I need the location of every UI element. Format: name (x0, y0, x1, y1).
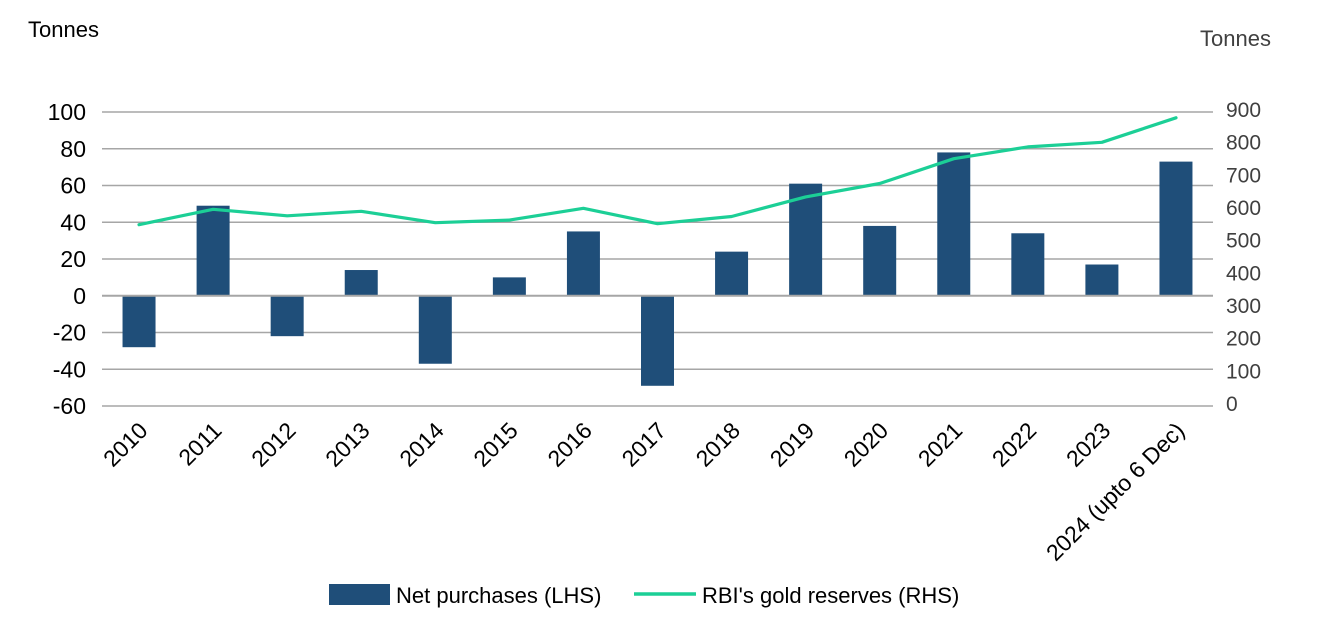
bar (1085, 264, 1119, 296)
left-tick-label: -60 (53, 393, 86, 419)
category-label: 2024 (upto 6 Dec) (1041, 417, 1190, 566)
legend-bar-label: Net purchases (LHS) (396, 583, 601, 608)
category-label: 2011 (173, 417, 226, 470)
bar (344, 270, 378, 296)
category-label: 2014 (394, 417, 449, 472)
right-tick-label: 200 (1226, 328, 1261, 351)
category-label: 2023 (1061, 417, 1116, 472)
category-labels: 2010 2011 2012 2013 2014 2015 2016 2017 2018 2019… (98, 417, 1190, 566)
left-tick-label: 20 (60, 246, 86, 272)
bar (641, 295, 674, 386)
bar (789, 183, 823, 296)
bar (715, 251, 749, 296)
right-tick-label: 700 (1226, 164, 1261, 187)
line-series (137, 116, 1178, 227)
category-label: 2012 (246, 417, 301, 472)
category-label: 2018 (691, 417, 746, 472)
bar-series (122, 152, 1193, 386)
bar (566, 231, 600, 296)
category-label: 2020 (839, 417, 894, 472)
left-axis-ticks: 100 80 60 40 20 0 -20 -40 -60 (48, 99, 86, 419)
bar (1159, 161, 1193, 296)
category-label: 2015 (468, 417, 523, 472)
right-tick-label: 300 (1226, 295, 1261, 318)
right-axis-ticks: 900 800 700 600 500 400 300 200 100 0 (1226, 99, 1261, 416)
right-axis-unit: Tonnes (1200, 26, 1271, 51)
right-tick-label: 500 (1226, 230, 1261, 253)
bar (937, 152, 971, 296)
right-tick-label: 400 (1226, 262, 1261, 285)
left-tick-label: -20 (53, 320, 86, 346)
category-label: 2016 (542, 417, 597, 472)
left-tick-label: 60 (60, 173, 86, 199)
right-tick-label: 100 (1226, 360, 1261, 383)
right-tick-label: 0 (1226, 393, 1238, 416)
bar (492, 277, 526, 296)
bar (196, 205, 230, 296)
right-tick-label: 600 (1226, 197, 1261, 220)
category-label: 2013 (320, 417, 375, 472)
left-tick-label: 40 (60, 209, 86, 235)
bar (122, 295, 156, 348)
bar (863, 225, 897, 296)
left-tick-label: 100 (48, 99, 86, 125)
bar (418, 295, 452, 364)
legend-line-label: RBI's gold reserves (RHS) (702, 583, 959, 608)
category-label: 2017 (616, 417, 671, 472)
left-tick-label: -40 (53, 356, 86, 382)
right-tick-label: 800 (1226, 132, 1261, 155)
category-label: 2021 (913, 417, 968, 472)
right-tick-label: 900 (1226, 99, 1261, 122)
left-tick-label: 0 (73, 283, 86, 309)
left-tick-label: 80 (60, 136, 86, 162)
bar (1011, 233, 1045, 296)
reserves-line (137, 116, 1178, 227)
legend: Net purchases (LHS) RBI's gold reserves … (329, 583, 959, 608)
bar (270, 295, 304, 337)
category-label: 2022 (987, 417, 1042, 472)
category-label: 2019 (765, 417, 820, 472)
left-axis-unit: Tonnes (28, 17, 99, 42)
category-label: 2010 (98, 417, 153, 472)
legend-bar-swatch (329, 584, 390, 605)
